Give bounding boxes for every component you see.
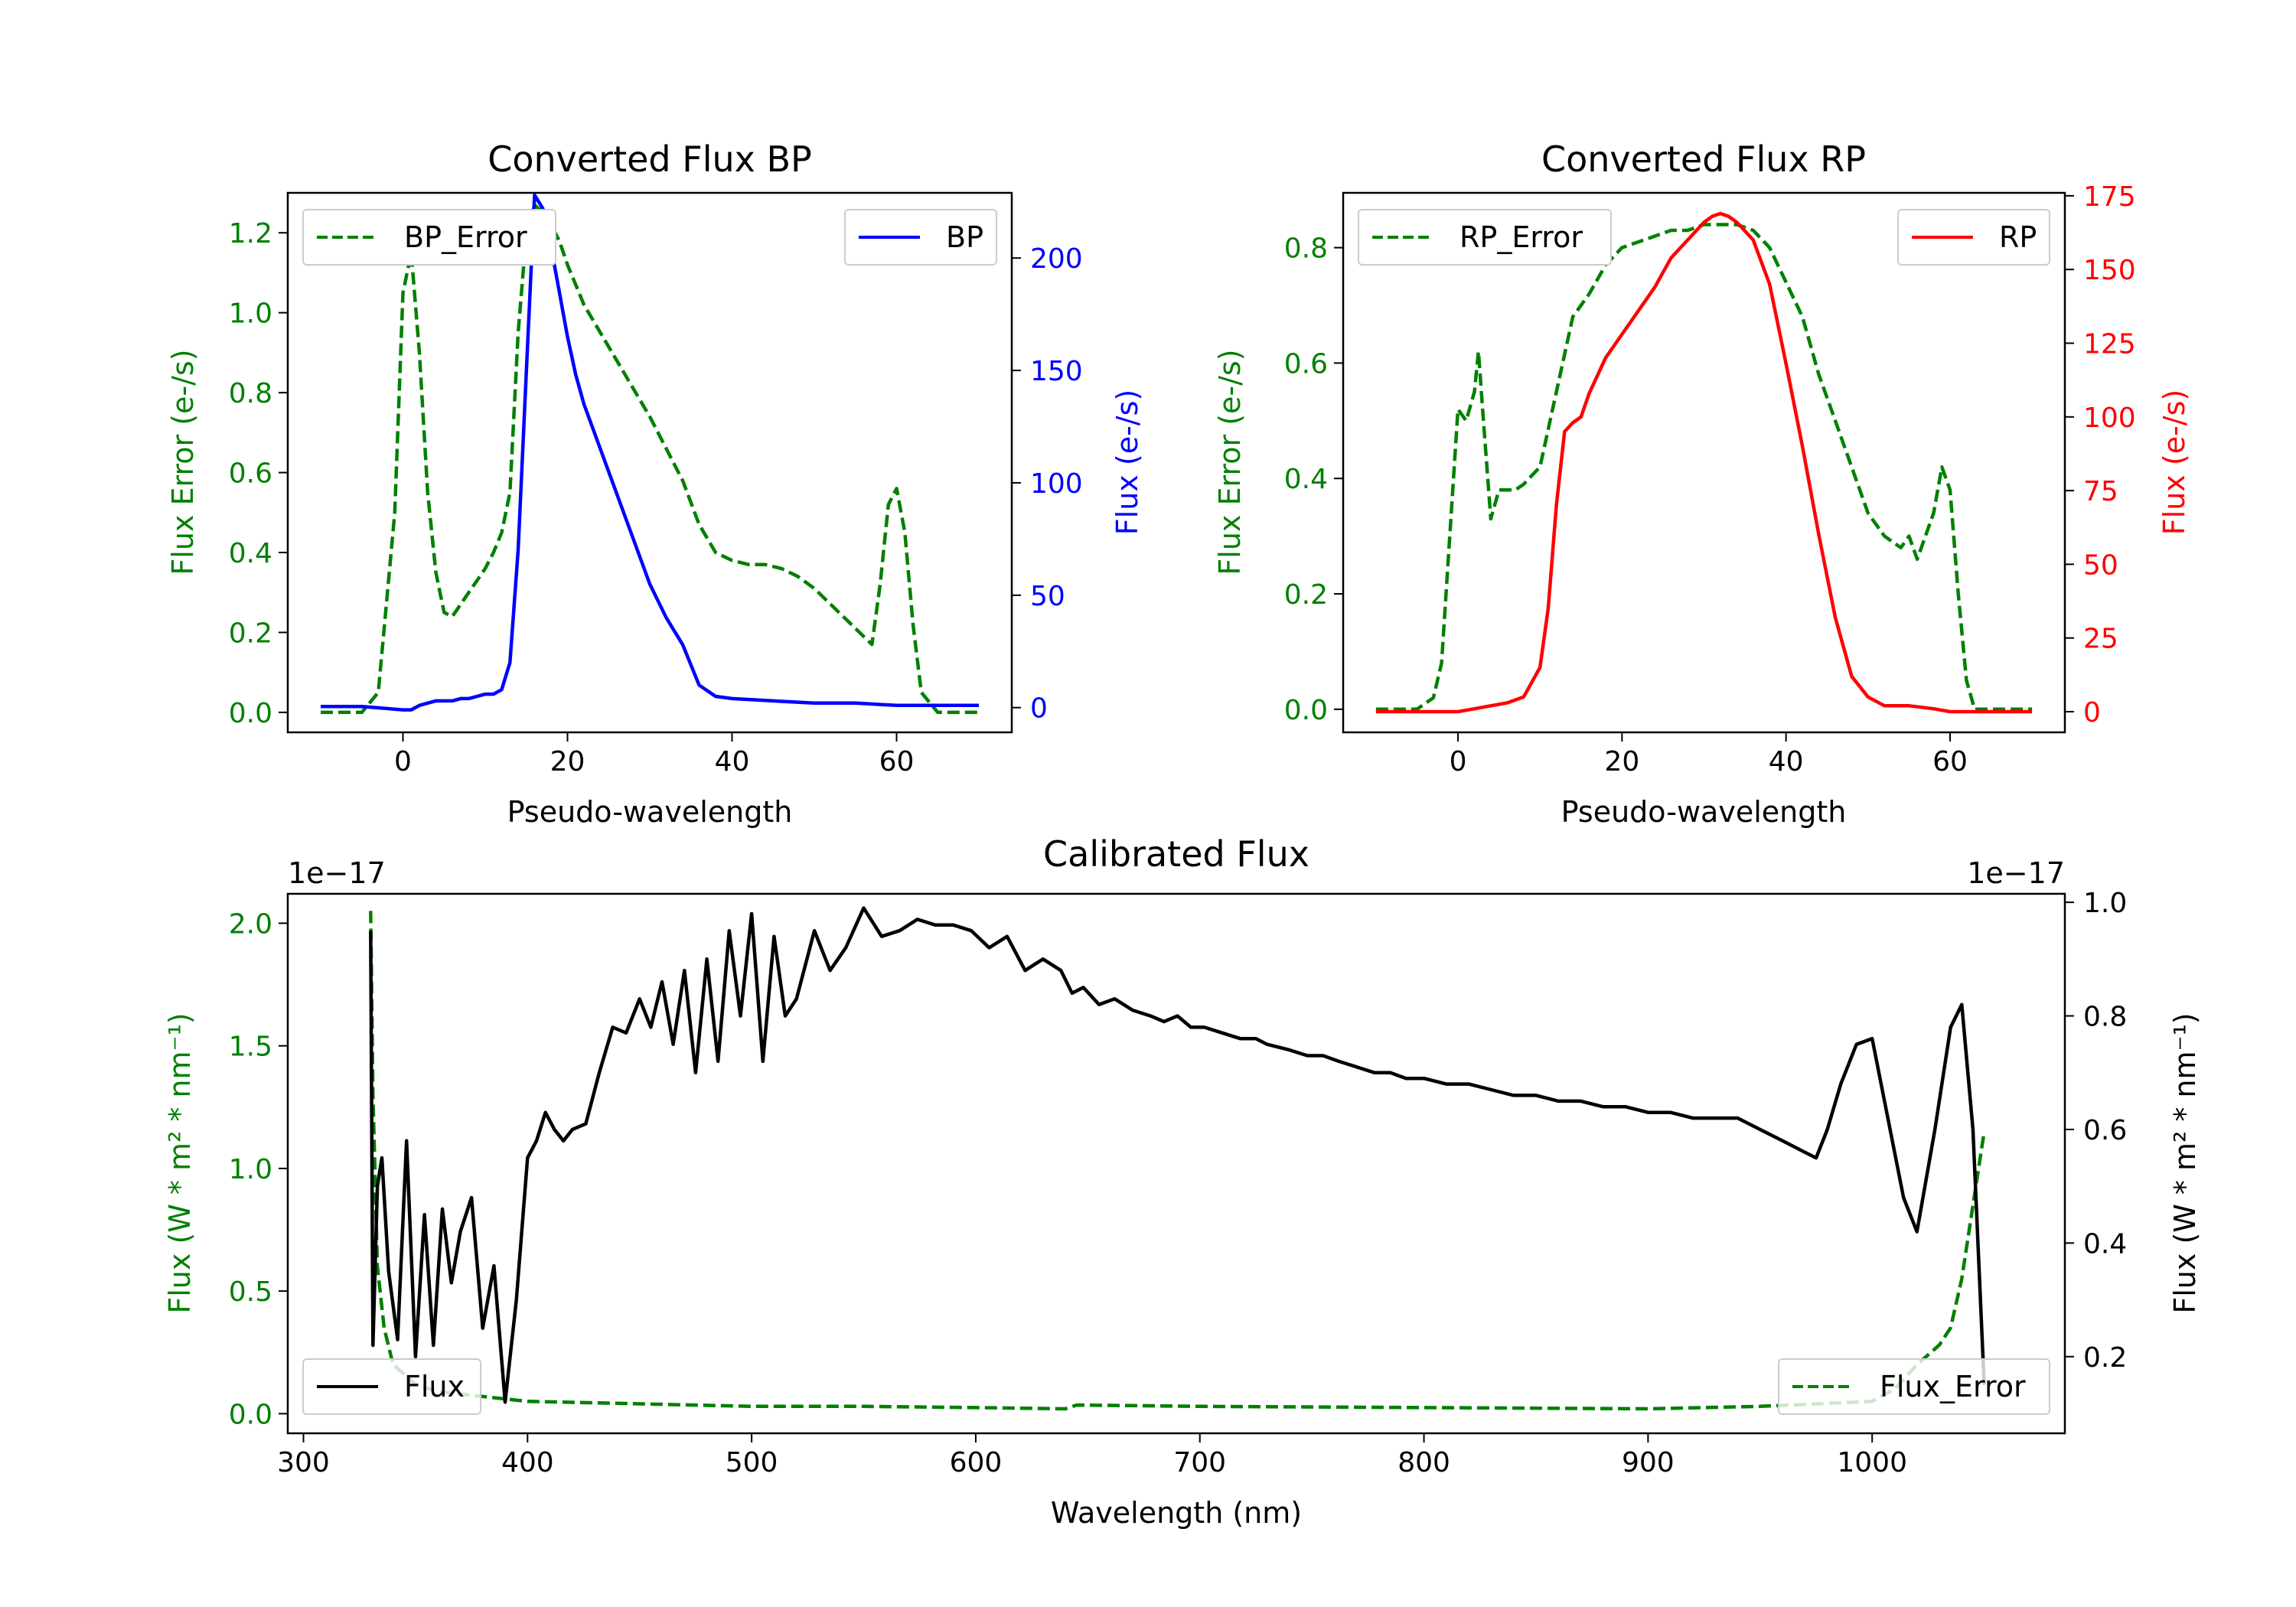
bp-x-label: Pseudo-wavelength [507,795,793,829]
rp-series-rp-line [1375,211,2033,714]
bp-legend-error-label: BP_Error [404,220,527,254]
bp-y-left-tick-label: 0.4 [229,538,272,569]
bp-y-left-tick-label: 0.0 [229,698,272,729]
calibrated-y-left-tick-label: 1.0 [229,1154,272,1185]
rp-y-left-tick-label: 0.2 [1284,579,1328,611]
calibrated-legend-flux-label: Flux [404,1370,465,1403]
rp-panel: Converted Flux RP 0 20 40 60 0.0 0.2 0.4 0.6 0.8… [1213,139,2191,829]
bp-x-tick-label: 60 [879,746,915,777]
calibrated-y-right-tick-label: 0.4 [2083,1228,2127,1260]
bp-legend-left: BP_Error [302,209,556,266]
bp-plot-frame [286,191,1013,734]
calibrated-x-tick-label: 900 [1622,1447,1675,1478]
bp-legend-flux-label: BP [946,220,983,254]
calibrated-x-tick-label: 700 [1173,1447,1226,1478]
calibrated-ticks: 300 400 500 600 700 800 900 1000 0.0 0.5 1.0 1.5 2.0… [229,888,2128,1478]
rp-plot-frame [1342,191,2066,734]
bp-legend-right: BP [844,209,997,266]
rp-y-left-tick-label: 0.6 [1284,348,1328,380]
bp-y-right-tick-label: 0 [1030,693,1048,725]
bp-y-left-tick-label: 1.2 [229,218,272,249]
calibrated-title: Calibrated Flux [1043,833,1309,875]
calibrated-y-right-tick-label: 0.8 [2083,1002,2127,1033]
rp-series-rp-error-line [1375,223,2033,712]
calibrated-plot-frame [286,892,2066,1435]
calibrated-x-label: Wavelength (nm) [1051,1496,1302,1530]
calibrated-y-left-tick-label: 0.0 [229,1399,272,1430]
bp-panel: Converted Flux BP 0 20 40 60 0.0 0.2 0.4 0.6 0.8… [166,139,1144,829]
calibrated-y-label-right: Flux (W * m² * nm⁻¹) [2168,1012,2202,1313]
calibrated-y-left-tick-label: 0.5 [229,1276,272,1308]
rp-y-right-tick-label: 75 [2083,476,2118,507]
calibrated-x-tick-label: 600 [950,1447,1003,1478]
calibrated-x-tick-label: 500 [726,1447,778,1478]
rp-title: Converted Flux RP [1541,139,1866,180]
rp-x-label: Pseudo-wavelength [1561,795,1847,829]
rp-y-right-tick-label: 0 [2083,697,2101,729]
calibrated-y-left-tick-label: 2.0 [229,908,272,940]
rp-lines [1375,211,2033,714]
rp-legend-left: RP_Error [1358,209,1612,266]
rp-x-tick-label: 0 [1450,746,1467,777]
bp-y-left-tick-label: 0.2 [229,618,272,649]
calibrated-offset-left: 1e−17 [288,856,386,890]
rp-y-right-tick-label: 125 [2083,328,2136,360]
bp-y-label-right: Flux (e-/s) [1110,390,1144,535]
rp-y-label-left: Flux Error (e-/s) [1213,349,1247,575]
rp-y-left-tick-label: 0.4 [1284,464,1328,495]
rp-y-right-tick-label: 175 [2083,181,2136,213]
rp-y-right-tick-label: 25 [2083,624,2118,655]
calibrated-y-label-left: Flux (W * m² * nm⁻¹) [163,1012,197,1313]
calibrated-y-right-tick-label: 0.2 [2083,1342,2127,1374]
rp-ticks: 0 20 40 60 0.0 0.2 0.4 0.6 0.8 0 25 50 75 100 125 150 17… [1284,181,2136,777]
bp-y-right-tick-label: 150 [1030,356,1083,387]
bp-y-left-tick-label: 1.0 [229,298,272,330]
rp-y-label-right: Flux (e-/s) [2157,390,2191,535]
calibrated-legend-error-label: Flux_Error [1880,1370,2026,1403]
calibrated-x-tick-label: 400 [501,1447,554,1478]
rp-y-right-tick-label: 100 [2083,403,2136,434]
rp-x-tick-label: 20 [1604,746,1639,777]
rp-y-left-tick-label: 0.0 [1284,695,1328,726]
calibrated-x-tick-label: 300 [277,1447,330,1478]
calibrated-panel: Calibrated Flux 1e−17 1e−17 300 400 500 600… [163,833,2202,1530]
bp-title: Converted Flux BP [488,139,812,180]
rp-x-tick-label: 40 [1769,746,1804,777]
calibrated-legend-right: Flux_Error [1778,1358,2050,1415]
bp-y-left-tick-label: 0.8 [229,378,272,409]
calibrated-x-tick-label: 800 [1397,1447,1450,1478]
bp-x-tick-label: 0 [394,746,412,777]
bp-y-right-tick-label: 100 [1030,468,1083,500]
calibrated-y-right-tick-label: 1.0 [2083,888,2127,919]
calibrated-y-left-tick-label: 1.5 [229,1032,272,1063]
rp-y-left-tick-label: 0.8 [1284,233,1328,265]
calibrated-y-right-tick-label: 0.6 [2083,1115,2127,1146]
rp-legend-right: RP [1897,209,2050,266]
bp-ticks: 0 20 40 60 0.0 0.2 0.4 0.6 0.8 1.0 1.2 0 50 100 150 200 [229,218,1083,777]
bp-y-right-tick-label: 50 [1030,581,1065,612]
bp-y-left-tick-label: 0.6 [229,458,272,490]
bp-series-bp-error-line [321,203,979,715]
bp-x-tick-label: 20 [550,746,585,777]
calibrated-legend-left: Flux [302,1358,481,1415]
bp-y-right-tick-label: 200 [1030,243,1083,275]
rp-legend-error-label: RP_Error [1459,220,1583,254]
rp-legend-flux-label: RP [1999,220,2037,254]
rp-y-right-tick-label: 150 [2083,255,2136,286]
rp-x-tick-label: 60 [1932,746,1968,777]
rp-y-right-tick-label: 50 [2083,549,2118,581]
bp-y-label-left: Flux Error (e-/s) [166,349,200,575]
calibrated-offset-right: 1e−17 [1967,856,2065,890]
calibrated-series-flux-line [369,906,1986,1404]
calibrated-x-tick-label: 1000 [1837,1447,1907,1478]
bp-x-tick-label: 40 [715,746,750,777]
